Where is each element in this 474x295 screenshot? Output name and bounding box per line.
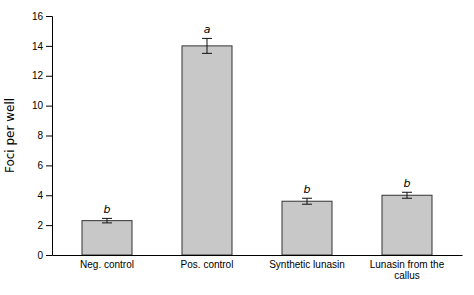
annotation: b — [404, 177, 411, 190]
tick-label: 12 — [32, 70, 44, 81]
annotation: a — [204, 23, 211, 36]
error-bar-line — [302, 198, 312, 204]
error-bar — [402, 192, 412, 198]
tick: 6 — [37, 160, 52, 171]
tick: 16 — [32, 11, 52, 22]
tick-label-line: Neg. control — [80, 259, 134, 270]
tick-label-line: callus — [394, 270, 420, 281]
tick: 4 — [37, 190, 52, 201]
annotation: b — [304, 183, 311, 196]
tick: 12 — [32, 70, 52, 81]
bar — [82, 221, 132, 255]
y-axis: 0 2 4 6 8 10 12 14 16 — [32, 11, 53, 261]
tick: Neg. control — [80, 259, 134, 270]
tick-label: Pos. control — [181, 259, 234, 270]
tick-label: 14 — [32, 41, 44, 52]
tick-mark — [46, 76, 52, 77]
tick-label: Synthetic lunasin — [269, 259, 345, 270]
tick-mark — [46, 225, 52, 226]
tick: 2 — [37, 220, 52, 231]
bar — [282, 201, 332, 255]
tick-label-line: Synthetic lunasin — [269, 259, 345, 270]
tick-label-line: Lunasin from the — [370, 259, 445, 270]
tick: 10 — [32, 100, 52, 111]
error-bar-line — [202, 38, 212, 53]
bar — [182, 46, 232, 255]
tick-label: 4 — [37, 190, 43, 201]
tick-label: 2 — [37, 220, 43, 231]
error-bar — [102, 218, 112, 222]
tick: Synthetic lunasin — [269, 259, 345, 270]
tick: 8 — [37, 130, 52, 141]
axis-line — [46, 17, 53, 256]
tick-label: 0 — [37, 250, 43, 261]
tick-mark — [46, 16, 52, 17]
error-bar-line — [102, 218, 112, 222]
annotations: b a b b — [104, 23, 411, 216]
tick-mark — [46, 136, 52, 137]
x-axis: Neg. control Pos. control Synthetic lunasi… — [53, 256, 463, 282]
tick-mark — [46, 165, 52, 166]
tick-label: 10 — [32, 100, 44, 111]
tick-mark — [46, 106, 52, 107]
tick-label: Lunasin from thecallus — [370, 259, 445, 281]
tick: Pos. control — [181, 259, 234, 270]
tick-mark — [46, 255, 52, 256]
error-bar — [202, 38, 212, 53]
tick-label: 6 — [37, 160, 43, 171]
bar — [382, 195, 432, 255]
y-axis-title: Foci per well — [3, 98, 17, 173]
tick-mark — [46, 46, 52, 47]
error-bar — [302, 198, 312, 204]
tick: 14 — [32, 41, 52, 52]
chart: 0 2 4 6 8 10 12 14 16 Neg. control Pos. control Syn… — [0, 0, 474, 295]
tick: Lunasin from thecallus — [370, 259, 445, 281]
tick-label: Neg. control — [80, 259, 134, 270]
bars — [82, 38, 432, 255]
tick-label: 8 — [37, 130, 43, 141]
error-bar-line — [402, 192, 412, 198]
axis-line — [53, 255, 463, 256]
annotation: b — [104, 203, 111, 216]
tick-label: 16 — [32, 11, 44, 22]
tick: 0 — [37, 250, 52, 261]
plot: 0 2 4 6 8 10 12 14 16 Neg. control Pos. control Syn… — [32, 11, 463, 281]
tick-label-line: Pos. control — [181, 259, 234, 270]
tick-mark — [46, 195, 52, 196]
